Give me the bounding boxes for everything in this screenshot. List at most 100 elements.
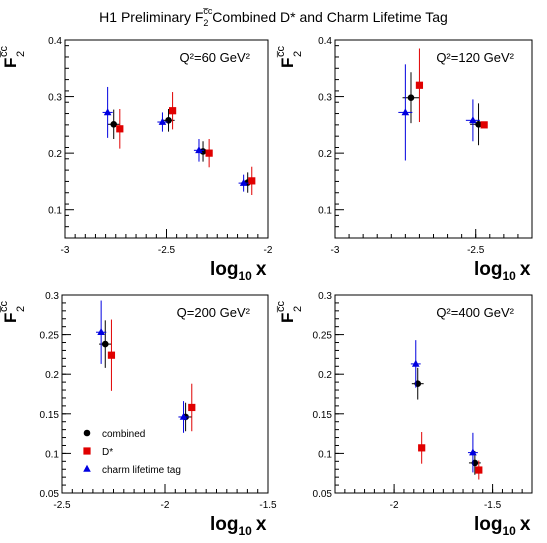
series-lifetime	[410, 340, 478, 473]
x-tick-label: -2	[390, 500, 399, 511]
x-axis-title: log10 x	[474, 259, 531, 283]
y-tick-label: 0.05	[313, 489, 333, 500]
y-tick-label: 0.1	[45, 449, 59, 460]
x-tick-label: -2	[161, 500, 170, 511]
data-point	[469, 448, 477, 456]
y-tick-label: 0.2	[318, 370, 332, 381]
series-dstar	[116, 92, 256, 196]
y-tick-label: 0.05	[40, 489, 60, 500]
panel-3: 0.05 0.1 0.15 0.2 0.25 0.3 -2.5 -2 -1.5 Q=200 GeV…	[0, 291, 277, 538]
data-point	[469, 116, 477, 124]
title-prefix: H1 Preliminary F	[99, 9, 204, 25]
y-tick-label: 0.2	[45, 370, 59, 381]
plot-frame	[64, 39, 269, 239]
x-tick-label: -2.5	[158, 245, 176, 256]
data-point	[475, 120, 482, 128]
y-axis-title-sub: 2	[15, 51, 27, 57]
legend-label: charm lifetime tag	[102, 465, 181, 476]
x-axis-title: log10 x	[474, 514, 531, 538]
data-point	[195, 146, 203, 154]
y-tick-label: 0.1	[318, 449, 332, 460]
data-point	[188, 403, 196, 412]
y-axis-title-main: F	[278, 313, 297, 323]
y-tick-label: 0.25	[313, 331, 333, 342]
legend-marker	[83, 464, 91, 472]
x-axis-title: log10 x	[210, 514, 267, 538]
legend-label: combined	[102, 429, 145, 440]
data-point	[107, 351, 116, 359]
x-tick-label: -2.5	[467, 245, 485, 256]
series-combined	[99, 320, 192, 432]
series-combined	[107, 109, 254, 193]
panel-2: 0.1 0.2 0.3 0.4 -3 -2.5 Q²=120 GeV² log10 x Fc̅c 2	[275, 36, 533, 283]
series-dstar	[418, 432, 483, 480]
legend-marker	[83, 429, 91, 437]
y-axis-title-sup: c̅c	[275, 46, 287, 59]
y-axis-title-sup: c̅c	[275, 301, 287, 314]
panel-q2-label: Q²=120 GeV²	[436, 50, 514, 65]
legend-marker	[83, 447, 91, 455]
data-point	[101, 340, 109, 348]
series-lifetime	[398, 64, 480, 161]
y-axis-title-main: F	[1, 58, 20, 68]
panel-4: 0.05 0.1 0.15 0.2 0.25 0.3 -2 -1.5 Q²=400 GeV² lo…	[275, 291, 533, 538]
data-point	[110, 120, 118, 128]
y-axis-title-sub: 2	[292, 51, 304, 57]
data-point	[158, 117, 167, 125]
data-point	[415, 81, 424, 89]
x-tick-label: -3	[331, 245, 340, 256]
x-tick-label: -1.5	[259, 500, 277, 511]
x-tick-label: -1.5	[484, 500, 502, 511]
data-point	[116, 125, 124, 133]
y-axis-title-sub: 2	[15, 306, 27, 312]
data-point	[480, 121, 488, 129]
y-axis-title: Fc̅c 2	[0, 301, 27, 324]
y-axis-title-main: F	[278, 58, 297, 68]
series-lifetime	[102, 86, 249, 192]
plot-frame	[334, 294, 533, 494]
title-suffix: Combined D* and Charm Lifetime Tag	[208, 9, 448, 25]
legend-label: D*	[102, 447, 113, 458]
y-tick-label: 0.4	[48, 36, 62, 47]
data-point	[205, 149, 213, 157]
data-point	[407, 94, 415, 102]
data-point	[103, 108, 112, 116]
y-tick-label: 0.1	[318, 206, 332, 217]
title-superscript: c̅c	[203, 6, 213, 16]
data-point	[248, 177, 256, 185]
legend: combined D* charm lifetime tag	[83, 429, 181, 476]
y-tick-label: 0.4	[318, 36, 332, 47]
y-tick-label: 0.3	[45, 291, 59, 302]
data-point	[418, 444, 426, 452]
y-axis-title-sup: c̅c	[0, 301, 10, 314]
y-axis-title: Fc̅c 2	[275, 46, 304, 69]
plot-frame	[334, 39, 533, 239]
data-point	[168, 107, 177, 115]
y-tick-label: 0.2	[48, 149, 62, 160]
y-axis-title-sub: 2	[292, 306, 304, 312]
y-tick-label: 0.1	[48, 206, 62, 217]
series-dstar	[107, 319, 196, 432]
series-lifetime	[95, 300, 189, 433]
data-point	[401, 108, 410, 116]
y-axis-title: Fc̅c 2	[275, 301, 304, 324]
figure-title: H1 Preliminary Fc̅c 2 Combined D* and Cha…	[0, 6, 547, 28]
x-tick-label: -2	[264, 245, 273, 256]
y-tick-label: 0.25	[40, 331, 60, 342]
y-tick-label: 0.3	[318, 93, 332, 104]
series-dstar	[415, 48, 488, 129]
y-tick-label: 0.3	[48, 93, 62, 104]
plot-frame	[61, 294, 269, 494]
panel-q2-label: Q=200 GeV²	[177, 305, 251, 320]
x-tick-label: -2.5	[53, 500, 71, 511]
data-point	[475, 466, 483, 474]
y-axis-title-main: F	[1, 313, 20, 323]
data-point	[165, 117, 172, 124]
y-tick-label: 0.15	[40, 410, 60, 421]
y-axis-title: Fc̅c 2	[0, 46, 27, 69]
data-point	[239, 178, 248, 186]
series-combined	[402, 72, 487, 146]
title-subscript: 2	[203, 18, 209, 28]
y-axis-title-sup: c̅c	[0, 46, 10, 59]
